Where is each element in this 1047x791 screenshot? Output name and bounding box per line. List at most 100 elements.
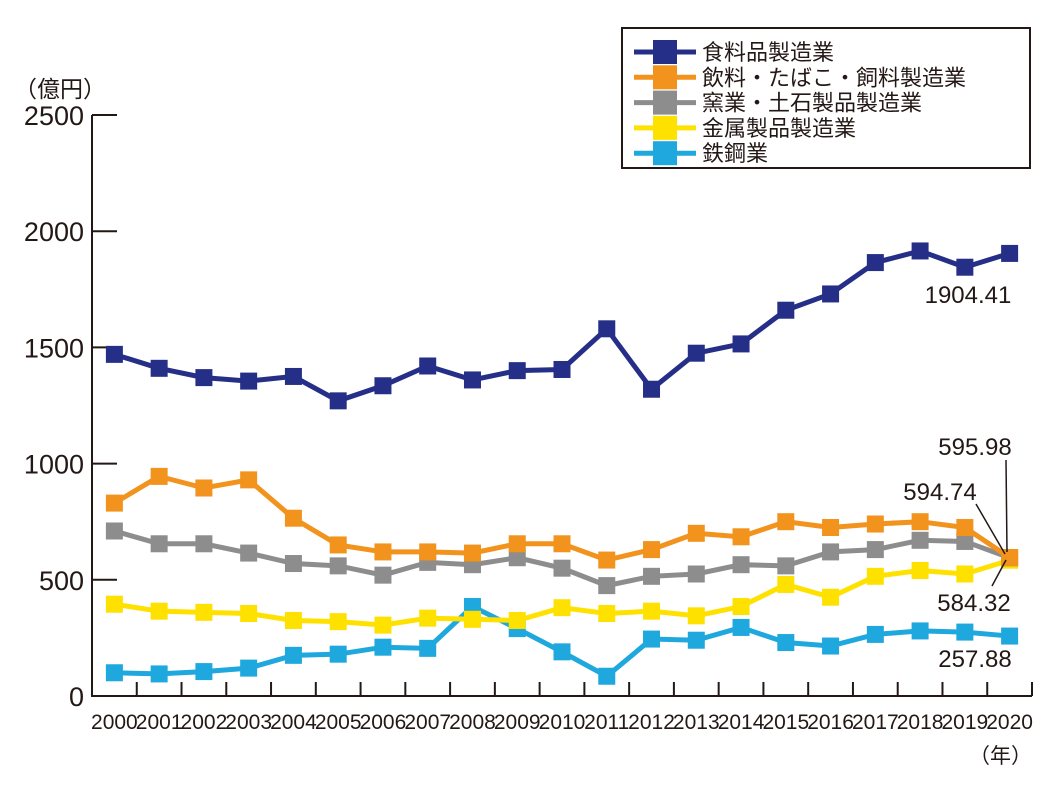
- x-tick-label: 2010: [539, 711, 586, 734]
- data-point: [687, 631, 705, 649]
- series-food-products: [105, 242, 1019, 410]
- data-point: [195, 603, 213, 621]
- data-point: [329, 557, 347, 575]
- x-tick-label: 2006: [360, 711, 407, 734]
- data-point: [240, 471, 258, 489]
- callout-line: [991, 559, 1007, 587]
- data-point: [284, 611, 302, 629]
- data-point: [150, 359, 168, 377]
- data-point: [1001, 627, 1019, 645]
- series-beverages-tobacco-feed: [105, 467, 1019, 569]
- y-tick-label: 500: [39, 566, 84, 596]
- x-tick-label: 2017: [852, 711, 899, 734]
- data-point: [777, 513, 795, 531]
- x-tick-label: 2013: [673, 711, 720, 734]
- legend-item-label: 金属製品製造業: [702, 116, 856, 141]
- end-label: 595.98: [938, 434, 1011, 461]
- y-tick-label: 2500: [24, 101, 84, 131]
- data-point: [374, 638, 392, 656]
- y-tick-label: 0: [69, 682, 84, 712]
- data-point: [508, 535, 526, 553]
- data-point: [284, 367, 302, 385]
- data-point: [866, 515, 884, 533]
- legend-marker-icon: [653, 90, 677, 115]
- data-point: [643, 630, 661, 648]
- data-point: [866, 541, 884, 559]
- end-label: 594.74: [903, 479, 976, 506]
- data-point: [150, 602, 168, 620]
- x-tick-label: 2005: [315, 711, 362, 734]
- data-point: [240, 372, 258, 390]
- data-point: [150, 535, 168, 553]
- data-point: [911, 531, 929, 549]
- data-point: [777, 634, 795, 652]
- data-point: [822, 637, 840, 655]
- data-point: [284, 509, 302, 527]
- data-point: [956, 532, 974, 550]
- x-tick-label: 2012: [628, 711, 675, 734]
- legend-item-food-products: 食料品製造業: [634, 40, 834, 65]
- data-point: [732, 556, 750, 574]
- legend-item-label: 窯業・土石製品製造業: [702, 91, 922, 116]
- data-point: [732, 528, 750, 546]
- legend-marker-icon: [653, 40, 677, 64]
- data-point: [329, 536, 347, 554]
- data-point: [911, 513, 929, 531]
- data-point: [374, 543, 392, 561]
- series-ceramics-stone-clay: [105, 522, 1019, 595]
- legend-marker-icon: [653, 141, 677, 166]
- data-point: [732, 618, 750, 636]
- data-point: [374, 566, 392, 584]
- data-point: [419, 639, 437, 657]
- x-axis-unit-label: （年）: [969, 745, 1032, 768]
- data-point: [687, 565, 705, 583]
- data-point: [956, 565, 974, 583]
- data-point: [240, 659, 258, 677]
- data-point: [822, 543, 840, 561]
- end-label: 584.32: [937, 590, 1010, 617]
- data-point: [598, 577, 616, 595]
- data-point: [1001, 244, 1019, 262]
- data-point: [419, 543, 437, 561]
- x-tick-label: 2015: [762, 711, 809, 734]
- data-point: [105, 345, 123, 363]
- data-point: [553, 559, 571, 577]
- x-tick-label: 2008: [449, 711, 496, 734]
- x-tick-label: 2002: [181, 711, 228, 734]
- legend-item-ceramics-stone-clay: 窯業・土石製品製造業: [634, 90, 922, 116]
- y-axis-unit-label: （億円）: [14, 76, 106, 102]
- data-point: [956, 623, 974, 641]
- data-point: [777, 301, 795, 319]
- axes: 0500100015002000250020002001200220032004…: [24, 101, 1033, 734]
- data-point: [105, 494, 123, 512]
- data-point: [643, 567, 661, 585]
- end-label: 1904.41: [925, 282, 1012, 309]
- data-point: [911, 562, 929, 580]
- y-tick-label: 1500: [24, 333, 84, 363]
- callout-line: [1005, 459, 1008, 553]
- data-point: [732, 598, 750, 616]
- data-point: [329, 392, 347, 410]
- data-point: [911, 242, 929, 260]
- data-point: [822, 285, 840, 303]
- data-point: [463, 371, 481, 389]
- x-tick-label: 2003: [225, 711, 272, 734]
- data-point: [687, 524, 705, 542]
- data-point: [598, 551, 616, 569]
- data-point: [598, 604, 616, 622]
- data-point: [329, 613, 347, 631]
- data-point: [866, 567, 884, 585]
- x-tick-label: 2011: [584, 711, 629, 734]
- data-point: [866, 254, 884, 272]
- legend-marker-icon: [653, 115, 677, 140]
- legend-item-label: 食料品製造業: [702, 40, 834, 65]
- data-point: [687, 344, 705, 362]
- data-point: [866, 625, 884, 643]
- data-point: [195, 479, 213, 497]
- data-point: [284, 646, 302, 664]
- x-tick-label: 2001: [136, 711, 183, 734]
- data-point: [463, 598, 481, 616]
- data-point: [105, 595, 123, 613]
